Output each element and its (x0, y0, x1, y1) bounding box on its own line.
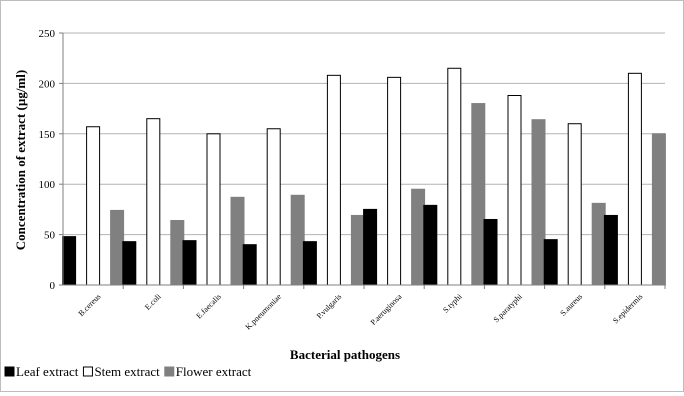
bar-leaf-extract-e-faecalis (182, 240, 197, 286)
y-tick-labels: 0 50 100 150 200 250 (39, 28, 56, 292)
bar-flower-extract-e-faecalis (230, 196, 245, 286)
legend-label: Leaf extract (16, 364, 79, 379)
y-tick-label: 50 (44, 230, 56, 242)
bar-flower-extract-e-coli (170, 219, 185, 286)
x-tick-label: E.coli (143, 292, 163, 312)
bar-stem-extract-s-typhi (447, 67, 462, 286)
bar-leaf-extract-b-cereus (62, 236, 77, 286)
bar-flower-extract-s-epidermis (651, 133, 666, 286)
bar-flower-extract-p-aeruginosa (411, 188, 426, 286)
x-tick-label: P.vulgaris (315, 292, 344, 321)
axes (59, 32, 666, 289)
legend-swatch (4, 366, 15, 377)
bar-stem-extract-e-faecalis (206, 133, 221, 286)
x-axis-title: Bacterial pathogens (290, 347, 400, 362)
bar-leaf-extract-s-typhi (423, 204, 438, 286)
bar-leaf-extract-s-aureus (543, 239, 558, 286)
y-tick-label: 0 (50, 280, 56, 292)
legend: Leaf extract Stem extract Flower extract (4, 364, 252, 379)
bar-stem-extract-s-aureus (567, 123, 582, 286)
gridlines (63, 32, 665, 236)
y-tick-label: 250 (39, 28, 56, 40)
y-tick-label: 200 (39, 78, 56, 90)
legend-label: Stem extract (94, 364, 160, 379)
bar-flower-extract-k-pneumoniae (290, 194, 305, 286)
bar-stem-extract-k-pneumoniae (266, 128, 281, 286)
x-tick-label: K.pneumoniae (244, 292, 284, 332)
y-tick-label: 100 (39, 179, 56, 191)
bar-stem-extract-b-cereus (86, 126, 101, 286)
x-tick-label: P.aeruginosa (369, 292, 404, 327)
legend-label: Flower extract (176, 364, 252, 379)
x-tick-label: S.epidermis (611, 292, 644, 325)
bar-leaf-extract-e-coli (122, 241, 137, 286)
x-tick-label: S.paratyphi (492, 292, 525, 325)
bar-flower-extract-s-typhi (471, 103, 486, 286)
bar-leaf-extract-s-epidermis (603, 214, 618, 286)
legend-swatch (82, 366, 93, 377)
bar-flower-extract-s-aureus (591, 202, 606, 286)
bar-stem-extract-s-epidermis (627, 72, 642, 286)
x-tick-label: S.aureus (558, 292, 584, 318)
bar-leaf-extract-p-aeruginosa (363, 208, 378, 286)
bar-flower-extract-b-cereus (110, 209, 125, 286)
bar-flower-extract-s-paratyphi (531, 119, 546, 286)
bar-stem-extract-p-aeruginosa (387, 76, 402, 286)
bar-leaf-extract-k-pneumoniae (242, 244, 257, 286)
bar-series (62, 67, 666, 286)
x-tick-label: S.typhi (441, 292, 464, 315)
bar-leaf-extract-s-paratyphi (483, 218, 498, 286)
y-tick-label: 150 (39, 129, 56, 141)
legend-swatch (164, 366, 175, 377)
bar-stem-extract-p-vulgaris (326, 74, 341, 286)
bar-leaf-extract-p-vulgaris (302, 241, 317, 286)
x-tick-labels: B.cereus E.coli E.faecalis K.pneumoniae P.vu… (77, 292, 645, 332)
x-tick-label: E.faecalis (194, 292, 223, 321)
x-tick-label: B.cereus (77, 292, 103, 318)
bar-flower-extract-p-vulgaris (350, 214, 365, 286)
bar-stem-extract-e-coli (146, 118, 161, 286)
bar-stem-extract-s-paratyphi (507, 94, 522, 286)
y-axis-title: Concentration of extract (µg/ml) (13, 70, 28, 250)
